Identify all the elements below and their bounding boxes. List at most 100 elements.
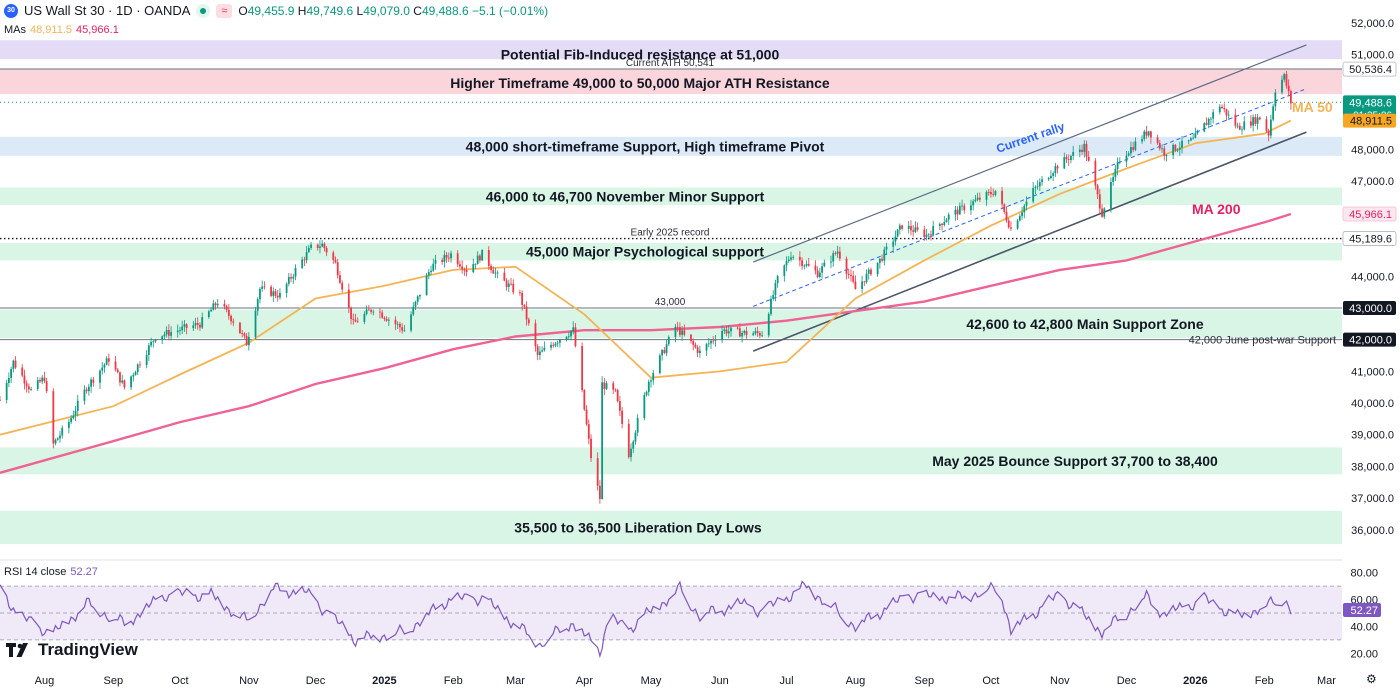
candle — [130, 375, 132, 390]
candle — [894, 230, 897, 246]
level-label-43-000: 43,000 — [655, 297, 686, 308]
candle — [92, 376, 95, 387]
candle — [481, 249, 484, 262]
candle-body — [410, 314, 412, 331]
candle — [301, 256, 304, 270]
candle-body — [792, 256, 795, 258]
candle-body — [132, 374, 135, 377]
candle — [881, 254, 883, 263]
candle-body — [496, 272, 499, 274]
candle-body — [1087, 156, 1090, 161]
candle — [658, 353, 661, 375]
candle — [1156, 134, 1159, 145]
candle-body — [1021, 212, 1023, 217]
candle — [1103, 207, 1106, 219]
x-tick-label: 2026 — [1183, 675, 1207, 687]
zone-35-500-to-36-500-liberation-day-lows — [0, 510, 1342, 545]
candle-body — [307, 247, 310, 253]
candle-body — [114, 361, 117, 370]
candle — [1187, 139, 1190, 145]
badge-label: 49,488.6 — [1349, 97, 1392, 109]
candle-body — [645, 392, 648, 395]
symbol-title[interactable]: US Wall St 30 · 1D · OANDA — [24, 3, 191, 18]
candle-body — [450, 253, 452, 259]
candle-body — [665, 344, 668, 353]
candle-body — [1114, 168, 1117, 178]
candle — [1265, 115, 1268, 133]
candle-body — [474, 263, 477, 265]
candle-body — [199, 324, 201, 328]
candle-body — [512, 283, 515, 293]
candle — [212, 299, 215, 311]
candle — [1194, 127, 1197, 139]
candle-body — [1003, 204, 1006, 212]
candle — [821, 262, 823, 279]
candle — [465, 265, 468, 277]
candle-body — [365, 309, 368, 314]
candle-body — [43, 377, 46, 382]
candle — [1096, 183, 1099, 199]
candle-body — [396, 323, 399, 325]
candle — [590, 434, 592, 463]
candle-body — [805, 263, 808, 266]
candle-body — [494, 272, 497, 274]
candle-body — [834, 253, 837, 254]
candle — [527, 317, 530, 326]
zone-label-potential-fib-induced-resistance-at-51-000: Potential Fib-Induced resistance at 51,0… — [501, 47, 780, 63]
candle — [403, 324, 406, 332]
candle-body — [992, 194, 995, 195]
candle-body — [481, 249, 484, 261]
x-tick-label: Feb — [444, 675, 463, 687]
candle — [319, 240, 321, 254]
zones-layer — [0, 40, 1342, 545]
market-open-icon[interactable] — [196, 3, 211, 18]
candle-body — [1270, 119, 1272, 136]
tradingview-branding[interactable]: TradingView — [6, 640, 138, 660]
candle — [1016, 219, 1019, 230]
candle — [199, 322, 201, 331]
candle-body — [279, 292, 281, 298]
candle — [785, 256, 788, 272]
candle — [599, 480, 601, 504]
candle-body — [196, 323, 199, 325]
candle-body — [85, 389, 88, 392]
badge-label: 43,000.0 — [1349, 303, 1392, 315]
candle — [1258, 116, 1261, 121]
rsi-legend[interactable]: RSI 14 close 52.27 — [4, 566, 98, 578]
candle-body — [45, 381, 48, 392]
candle — [119, 371, 121, 387]
candle — [1192, 133, 1195, 140]
candle — [1118, 157, 1121, 165]
candle — [836, 245, 839, 258]
candle — [730, 326, 732, 337]
candle — [1241, 126, 1243, 135]
gear-icon[interactable]: ⚙ — [1366, 672, 1377, 686]
candle — [414, 300, 417, 310]
candle-body — [23, 375, 26, 384]
candle-body — [539, 351, 541, 356]
ma-legend[interactable]: MAs 48,911.5 45,966.1 — [4, 24, 119, 36]
candle-body — [163, 334, 166, 337]
symbol-logo-icon[interactable]: 30 — [4, 3, 18, 18]
candles-layer — [0, 70, 1292, 504]
candle — [207, 309, 210, 319]
candle — [521, 290, 524, 311]
candle — [1203, 122, 1206, 133]
candle — [1281, 75, 1283, 95]
candle — [241, 329, 244, 338]
candle — [510, 277, 512, 286]
candle-body — [5, 382, 8, 400]
candle-body — [621, 410, 624, 424]
candle — [1143, 129, 1146, 142]
candle-body — [510, 283, 512, 285]
candle-body — [1110, 181, 1112, 209]
candle — [847, 268, 850, 279]
candle-body — [690, 334, 692, 342]
wave-icon[interactable]: ≈ — [216, 3, 233, 18]
candle — [612, 380, 615, 395]
candle — [321, 239, 324, 248]
close-label: C — [413, 3, 422, 18]
candle — [741, 330, 743, 343]
candle — [667, 335, 670, 346]
